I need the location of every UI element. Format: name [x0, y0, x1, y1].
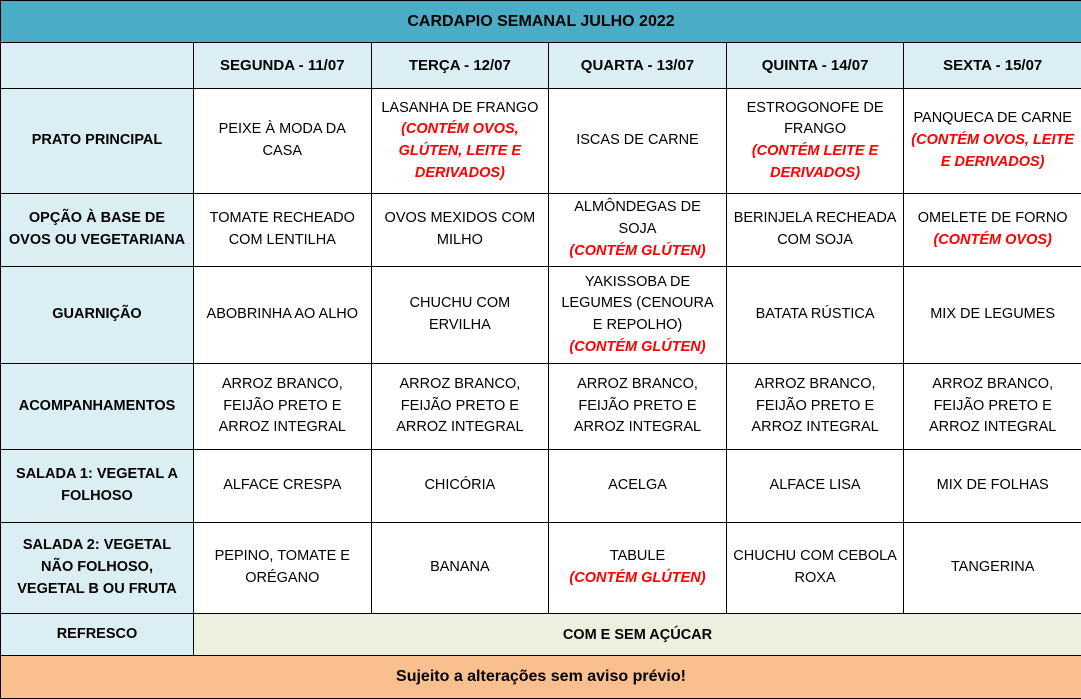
row-label: REFRESCO — [1, 614, 194, 656]
day-header-sexta: SEXTA - 15/07 — [904, 43, 1081, 89]
menu-cell: ALMÔNDEGAS DE SOJA(CONTÉM GLÚTEN) — [549, 194, 727, 267]
table-row-prato-principal: PRATO PRINCIPAL PEIXE À MODA DA CASA LAS… — [1, 89, 1081, 194]
table-row-acompanhamentos: ACOMPANHAMENTOS ARROZ BRANCO, FEIJÃO PRE… — [1, 364, 1081, 450]
menu-cell: ARROZ BRANCO, FEIJÃO PRETO E ARROZ INTEG… — [726, 364, 904, 450]
menu-cell: OMELETE DE FORNO(CONTÉM OVOS) — [904, 194, 1081, 267]
table-row-salada-2: SALADA 2: VEGETAL NÃO FOLHOSO, VEGETAL B… — [1, 523, 1081, 614]
day-header-row: SEGUNDA - 11/07 TERÇA - 12/07 QUARTA - 1… — [1, 43, 1081, 89]
menu-cell: CHICÓRIA — [371, 450, 549, 523]
menu-cell: TANGERINA — [904, 523, 1081, 614]
table-row-salada-1: SALADA 1: VEGETAL A FOLHOSO ALFACE CRESP… — [1, 450, 1081, 523]
day-header-terca: TERÇA - 12/07 — [371, 43, 549, 89]
dish-name: PEPINO, TOMATE E ORÉGANO — [200, 546, 365, 590]
day-header-quarta: QUARTA - 13/07 — [549, 43, 727, 89]
dish-name: ARROZ BRANCO, FEIJÃO PRETO E ARROZ INTEG… — [378, 374, 543, 439]
dish-name: PANQUECA DE CARNE — [910, 108, 1075, 130]
dish-name: MIX DE LEGUMES — [910, 304, 1075, 326]
menu-cell: PEIXE À MODA DA CASA — [194, 89, 372, 194]
dish-name: ARROZ BRANCO, FEIJÃO PRETO E ARROZ INTEG… — [910, 374, 1075, 439]
dish-name: ARROZ BRANCO, FEIJÃO PRETO E ARROZ INTEG… — [733, 374, 898, 439]
menu-cell: CHUCHU COM ERVILHA — [371, 267, 549, 364]
allergen-note: (CONTÉM GLÚTEN) — [555, 241, 720, 263]
dish-name: CHUCHU COM ERVILHA — [378, 293, 543, 337]
dish-name: BATATA RÚSTICA — [733, 304, 898, 326]
menu-cell: ARROZ BRANCO, FEIJÃO PRETO E ARROZ INTEG… — [549, 364, 727, 450]
dish-name: YAKISSOBA DE LEGUMES (CENOURA E REPOLHO) — [555, 272, 720, 337]
row-label: PRATO PRINCIPAL — [1, 89, 194, 194]
menu-cell: ARROZ BRANCO, FEIJÃO PRETO E ARROZ INTEG… — [194, 364, 372, 450]
table-row-opcao-ovos-vegetariana: OPÇÃO À BASE DE OVOS OU VEGETARIANA TOMA… — [1, 194, 1081, 267]
menu-cell: ALFACE CRESPA — [194, 450, 372, 523]
menu-cell: ABOBRINHA AO ALHO — [194, 267, 372, 364]
dish-name: ISCAS DE CARNE — [555, 130, 720, 152]
menu-cell: ACELGA — [549, 450, 727, 523]
menu-cell: ARROZ BRANCO, FEIJÃO PRETO E ARROZ INTEG… — [904, 364, 1081, 450]
row-label: SALADA 1: VEGETAL A FOLHOSO — [1, 450, 194, 523]
menu-cell: LASANHA DE FRANGO(CONTÉM OVOS, GLÚTEN, L… — [371, 89, 549, 194]
menu-cell: PEPINO, TOMATE E ORÉGANO — [194, 523, 372, 614]
refresco-value: COM E SEM AÇÚCAR — [194, 614, 1081, 656]
row-label: GUARNIÇÃO — [1, 267, 194, 364]
title-row: CARDAPIO SEMANAL JULHO 2022 — [1, 1, 1081, 43]
dish-name: TABULE — [555, 546, 720, 568]
dish-name: TOMATE RECHEADO COM LENTILHA — [200, 208, 365, 252]
dish-name: PEIXE À MODA DA CASA — [200, 119, 365, 163]
day-header-quinta: QUINTA - 14/07 — [726, 43, 904, 89]
dish-name: ESTROGONOFE DE FRANGO — [733, 98, 898, 142]
menu-cell: MIX DE FOLHAS — [904, 450, 1081, 523]
dish-name: BERINJELA RECHEADA COM SOJA — [733, 208, 898, 252]
menu-cell: BERINJELA RECHEADA COM SOJA — [726, 194, 904, 267]
menu-cell: OVOS MEXIDOS COM MILHO — [371, 194, 549, 267]
allergen-note: (CONTÉM GLÚTEN) — [555, 337, 720, 359]
allergen-note: (CONTÉM OVOS, GLÚTEN, LEITE E DERIVADOS) — [378, 119, 543, 184]
menu-cell: BANANA — [371, 523, 549, 614]
footer-note: Sujeito a alterações sem aviso prévio! — [1, 656, 1081, 699]
dish-name: BANANA — [378, 557, 543, 579]
dish-name: CHICÓRIA — [378, 475, 543, 497]
menu-cell: BATATA RÚSTICA — [726, 267, 904, 364]
menu-cell: PANQUECA DE CARNE(CONTÉM OVOS, LEITE E D… — [904, 89, 1081, 194]
menu-cell: TOMATE RECHEADO COM LENTILHA — [194, 194, 372, 267]
menu-cell: TABULE(CONTÉM GLÚTEN) — [549, 523, 727, 614]
dish-name: ALFACE CRESPA — [200, 475, 365, 497]
menu-cell: ARROZ BRANCO, FEIJÃO PRETO E ARROZ INTEG… — [371, 364, 549, 450]
dish-name: ABOBRINHA AO ALHO — [200, 304, 365, 326]
corner-cell — [1, 43, 194, 89]
dish-name: OMELETE DE FORNO — [910, 208, 1075, 230]
dish-name: ACELGA — [555, 475, 720, 497]
dish-name: ARROZ BRANCO, FEIJÃO PRETO E ARROZ INTEG… — [200, 374, 365, 439]
dish-name: ALMÔNDEGAS DE SOJA — [555, 197, 720, 241]
dish-name: CHUCHU COM CEBOLA ROXA — [733, 546, 898, 590]
dish-name: LASANHA DE FRANGO — [378, 98, 543, 120]
allergen-note: (CONTÉM LEITE E DERIVADOS) — [733, 141, 898, 185]
table-row-refresco: REFRESCO COM E SEM AÇÚCAR — [1, 614, 1081, 656]
dish-name: TANGERINA — [910, 557, 1075, 579]
allergen-note: (CONTÉM OVOS, LEITE E DERIVADOS) — [910, 130, 1075, 174]
dish-name: MIX DE FOLHAS — [910, 475, 1075, 497]
dish-name: ARROZ BRANCO, FEIJÃO PRETO E ARROZ INTEG… — [555, 374, 720, 439]
menu-cell: ISCAS DE CARNE — [549, 89, 727, 194]
footer-row: Sujeito a alterações sem aviso prévio! — [1, 656, 1081, 699]
day-header-segunda: SEGUNDA - 11/07 — [194, 43, 372, 89]
menu-cell: MIX DE LEGUMES — [904, 267, 1081, 364]
table-row-guarnicao: GUARNIÇÃO ABOBRINHA AO ALHO CHUCHU COM E… — [1, 267, 1081, 364]
allergen-note: (CONTÉM GLÚTEN) — [555, 568, 720, 590]
dish-name: OVOS MEXIDOS COM MILHO — [378, 208, 543, 252]
allergen-note: (CONTÉM OVOS) — [910, 230, 1075, 252]
page-title: CARDAPIO SEMANAL JULHO 2022 — [1, 1, 1081, 43]
menu-cell: CHUCHU COM CEBOLA ROXA — [726, 523, 904, 614]
dish-name: ALFACE LISA — [733, 475, 898, 497]
row-label: ACOMPANHAMENTOS — [1, 364, 194, 450]
menu-cell: ESTROGONOFE DE FRANGO(CONTÉM LEITE E DER… — [726, 89, 904, 194]
menu-cell: ALFACE LISA — [726, 450, 904, 523]
row-label: OPÇÃO À BASE DE OVOS OU VEGETARIANA — [1, 194, 194, 267]
row-label: SALADA 2: VEGETAL NÃO FOLHOSO, VEGETAL B… — [1, 523, 194, 614]
menu-cell: YAKISSOBA DE LEGUMES (CENOURA E REPOLHO)… — [549, 267, 727, 364]
